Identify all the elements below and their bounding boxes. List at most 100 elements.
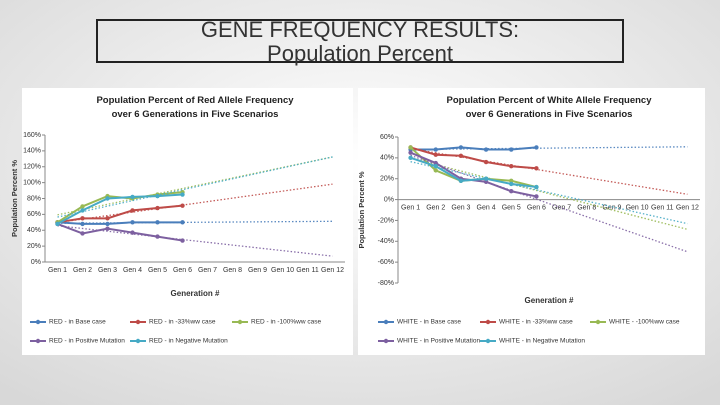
data-point (458, 153, 464, 158)
y-tick-label: 20% (380, 176, 394, 183)
series-line (57, 204, 183, 224)
data-point (458, 145, 464, 150)
x-tick-label: Gen 8 (223, 267, 242, 274)
data-point (80, 208, 85, 213)
legend-marker (485, 319, 491, 325)
data-point (408, 145, 413, 150)
series-line (57, 221, 183, 225)
y-tick-label: -20% (378, 217, 394, 224)
data-point (80, 231, 85, 236)
chart: Population Percent of Red Allele Frequen… (10, 88, 353, 355)
legend-label: WHITE - in Base case (397, 319, 461, 326)
slide-title: GENE FREQUENCY RESULTS: Population Percen… (201, 17, 519, 66)
chart-background (22, 88, 353, 355)
x-tick-label: Gen 12 (676, 204, 699, 211)
series-line (410, 146, 537, 170)
y-tick-label: 60% (380, 134, 394, 141)
data-point (433, 147, 438, 152)
y-tick-label: 60% (27, 211, 41, 218)
trendline (410, 146, 688, 151)
legend-marker (35, 338, 41, 344)
data-point (155, 193, 160, 199)
y-tick-label: 120% (23, 164, 41, 171)
legend-marker (383, 319, 389, 325)
data-point (433, 164, 438, 169)
data-point (483, 179, 489, 185)
x-tick-label: Gen 7 (552, 204, 571, 211)
data-point (534, 184, 539, 190)
y-tick-label: 0% (384, 196, 394, 203)
x-tick-label: Gen 11 (296, 267, 319, 274)
legend-marker (135, 338, 141, 344)
chart-title: Population Percent of Red Allele Frequen… (96, 95, 294, 120)
trendline (410, 157, 688, 231)
chart-background (358, 88, 705, 355)
data-point (130, 194, 135, 200)
chart-title: Population Percent of White Allele Frequ… (447, 95, 653, 120)
x-tick-label: Gen 2 (73, 267, 92, 274)
data-point (433, 160, 438, 166)
data-point (80, 221, 85, 227)
data-point (130, 230, 135, 235)
legend-marker (237, 319, 243, 325)
x-tick-label: Gen 10 (626, 204, 649, 211)
series-line (410, 146, 537, 151)
x-tick-label: Gen 3 (451, 204, 470, 211)
trendline (57, 156, 333, 216)
series-line (57, 193, 183, 225)
x-tick-label: Gen 6 (173, 267, 192, 274)
x-tick-label: Gen 9 (602, 204, 621, 211)
y-tick-label: 20% (27, 243, 41, 250)
title-box (96, 19, 624, 63)
x-tick-label: Gen 5 (502, 204, 521, 211)
x-tick-label: Gen 2 (426, 204, 445, 211)
legend-label: WHITE - in -33%ww case (499, 319, 573, 326)
data-point (180, 203, 185, 208)
data-point (509, 147, 514, 152)
x-tick-label: Gen 4 (477, 204, 496, 211)
data-point (433, 168, 438, 173)
x-tick-label: Gen 7 (198, 267, 217, 274)
data-point (509, 178, 514, 183)
data-point (155, 205, 160, 211)
y-axis-label: Population Percent % (357, 171, 366, 248)
legend-marker (383, 338, 389, 344)
series-line (57, 222, 183, 242)
data-point (55, 221, 60, 227)
x-tick-label: Gen 1 (48, 267, 67, 274)
legend-label: WHITE - -100%ww case (609, 319, 680, 326)
trendline (57, 156, 333, 218)
y-tick-label: 140% (23, 148, 41, 155)
data-point (534, 194, 539, 199)
data-point (534, 166, 539, 171)
trendline (57, 225, 333, 257)
legend-label: RED - in -33%ww case (149, 319, 216, 326)
y-tick-label: -40% (378, 238, 394, 245)
data-point (105, 226, 110, 231)
x-axis-label: Generation # (525, 296, 574, 305)
legend-marker (35, 319, 41, 325)
data-point (155, 234, 160, 239)
y-tick-label: 40% (380, 155, 394, 162)
y-tick-label: -80% (378, 280, 394, 287)
x-tick-label: Gen 5 (148, 267, 167, 274)
data-point (105, 221, 110, 227)
x-tick-label: Gen 1 (401, 204, 420, 211)
legend-label: WHITE - in Negative Mutation (499, 338, 585, 345)
data-point (408, 150, 413, 155)
x-tick-label: Gen 6 (527, 204, 546, 211)
data-point (408, 155, 413, 161)
x-tick-label: Gen 11 (651, 204, 674, 211)
data-point (483, 159, 489, 165)
data-point (509, 164, 514, 169)
data-point (80, 204, 85, 209)
y-axis-label: Population Percent % (10, 160, 19, 237)
data-point (483, 176, 489, 181)
data-point (509, 181, 514, 187)
data-point (180, 238, 185, 243)
data-point (180, 192, 185, 197)
legend-label: RED - in Negative Mutation (149, 338, 228, 345)
x-tick-label: Gen 8 (577, 204, 596, 211)
